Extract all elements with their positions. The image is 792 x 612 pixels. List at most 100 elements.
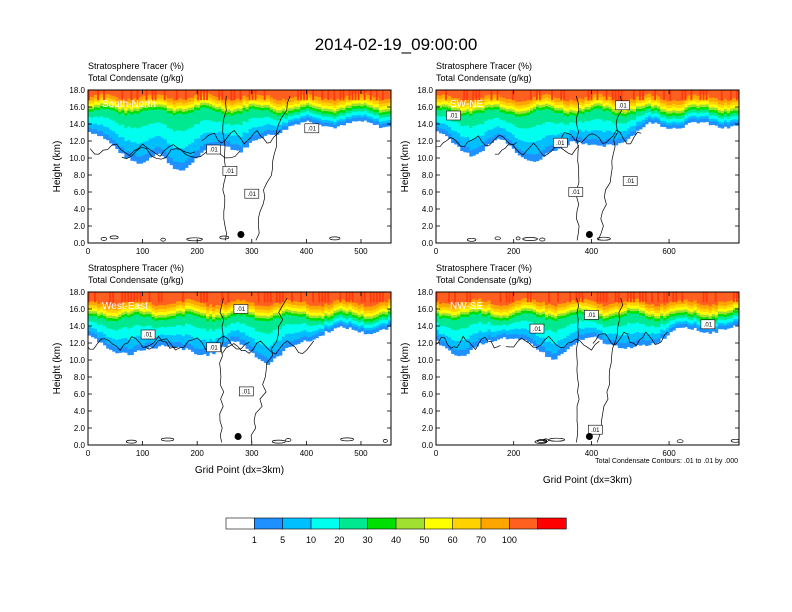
- contour-line: [539, 237, 546, 242]
- x-tick-label: 400: [585, 449, 599, 458]
- x-tick-label: 0: [434, 449, 439, 458]
- panel-title-tracer: Stratosphere Tracer (%): [436, 263, 532, 273]
- y-tick-label: 4.0: [74, 407, 86, 416]
- panel-title-tracer: Stratosphere Tracer (%): [436, 61, 532, 71]
- contour-label-box: [222, 166, 238, 176]
- panels: .01 .01 .01 .01 South-North 0.0 2.0 4.0 6.0 8.0 10…: [52, 61, 740, 486]
- condensate-contours: [436, 95, 642, 242]
- contour-label: .01: [449, 114, 458, 120]
- contour-line: [125, 439, 137, 444]
- x-tick-label: 0: [434, 247, 439, 256]
- contour-line: [89, 143, 196, 157]
- y-tick-label: 14.0: [417, 322, 433, 331]
- y-axis-label: Height (km): [52, 343, 63, 395]
- y-tick-label: 8.0: [422, 373, 434, 382]
- contour-label-box: [587, 424, 603, 435]
- contour-line: [144, 335, 250, 351]
- y-tick-label: 14.0: [69, 322, 85, 331]
- contour-line: [592, 331, 668, 347]
- contour-label: .01: [242, 390, 251, 396]
- location-marker: [585, 433, 593, 440]
- contour-label: .01: [591, 428, 600, 434]
- y-tick-label: 10.0: [69, 154, 85, 163]
- y-tick-label: 6.0: [74, 390, 86, 399]
- x-tick-label: 0: [86, 449, 91, 458]
- contour-line: [494, 142, 580, 157]
- y-tick-label: 2.0: [74, 424, 86, 433]
- y-tick-label: 8.0: [74, 373, 86, 382]
- colorbar-bin: [254, 517, 284, 530]
- panel-sw-ne: .01 .01 .01 .01 .01 SW-NE 0.0 2.0 4.0 6.0 8.0 10.0 1…: [400, 61, 740, 256]
- contour-line: [494, 236, 501, 241]
- panel-nw-se: .01 .01 .01 .01 NW-SE 0.0 2.0 4.0 6.0 8.0 10.0 12.0…: [400, 263, 740, 486]
- x-tick-label: 100: [136, 449, 150, 458]
- contour-line: [109, 235, 119, 240]
- contour-label: .01: [533, 327, 542, 333]
- contour-label: .01: [209, 345, 218, 351]
- contour-label-box: [568, 187, 584, 197]
- colorbar-bin: [339, 517, 369, 530]
- colorbar-label: 30: [363, 535, 373, 545]
- contour-label: .01: [226, 169, 235, 175]
- contour-line: [466, 237, 477, 242]
- contour-line: [596, 236, 611, 241]
- panel-title-tracer: Stratosphere Tracer (%): [88, 263, 184, 273]
- y-tick-label: 12.0: [69, 137, 85, 146]
- colorbar-label: 50: [419, 535, 429, 545]
- x-tick-label: 600: [662, 449, 676, 458]
- x-tick-label: 200: [191, 247, 205, 256]
- colorbar-label: 5: [280, 535, 285, 545]
- contour-line: [382, 439, 388, 443]
- section-label: SW-NE: [450, 99, 483, 110]
- contour-label-box: [700, 319, 716, 330]
- contour-line: [201, 130, 281, 145]
- tracer-field: .01 .01 .01 .01: [88, 292, 391, 445]
- plot-frame: [435, 291, 740, 446]
- contour-note: Total Condensate Contours: .01 to .01 by…: [595, 458, 738, 465]
- y-axis-label: Height (km): [52, 141, 63, 193]
- y-tick-label: 4.0: [74, 205, 86, 214]
- colorbar-bin: [225, 517, 255, 530]
- y-tick-label: 16.0: [69, 103, 85, 112]
- contour-label: .01: [248, 192, 257, 198]
- x-tick-label: 200: [507, 449, 521, 458]
- panel-title-condensate: Total Condensate (g/kg): [436, 275, 532, 285]
- y-tick-label: 8.0: [422, 171, 434, 180]
- contour-label-box: [304, 123, 320, 134]
- contour-line: [88, 335, 178, 351]
- contour-label-box: [584, 310, 599, 320]
- contour-label-box: [622, 176, 638, 186]
- contour-label-box: [244, 188, 260, 199]
- contour-line: [548, 437, 565, 442]
- section-label: NW-SE: [450, 301, 483, 312]
- y-tick-label: 18.0: [69, 86, 85, 95]
- x-tick-label: 400: [300, 449, 314, 458]
- colorbar-bin: [424, 517, 454, 530]
- y-tick-label: 16.0: [69, 305, 85, 314]
- panel-title-tracer: Stratosphere Tracer (%): [88, 61, 184, 71]
- x-tick-label: 300: [245, 247, 259, 256]
- panel-title-condensate: Total Condensate (g/kg): [88, 275, 184, 285]
- colorbar-label: 20: [334, 535, 344, 545]
- x-axis-label: Grid Point (dx=3km): [195, 465, 284, 476]
- colorbar-bin: [282, 517, 312, 530]
- colorbar-label: 70: [476, 535, 486, 545]
- condensate-contours: [88, 297, 388, 444]
- y-tick-label: 6.0: [422, 390, 434, 399]
- y-tick-label: 0.0: [422, 239, 434, 248]
- colorbar-bin: [537, 517, 567, 530]
- contour-label: .01: [587, 313, 596, 319]
- contour-label-box: [140, 329, 156, 340]
- contour-line: [515, 236, 521, 241]
- contour-line: [522, 237, 538, 241]
- contour-label: .01: [626, 179, 635, 185]
- y-tick-label: 10.0: [417, 356, 433, 365]
- y-tick-label: 14.0: [417, 120, 433, 129]
- y-tick-label: 0.0: [74, 441, 86, 450]
- contour-label: .01: [237, 307, 246, 313]
- contour-line: [285, 438, 292, 442]
- contour-label-box: [615, 100, 630, 111]
- x-tick-label: 200: [191, 449, 205, 458]
- colorbar-label: 40: [391, 535, 401, 545]
- contour-line: [219, 297, 225, 443]
